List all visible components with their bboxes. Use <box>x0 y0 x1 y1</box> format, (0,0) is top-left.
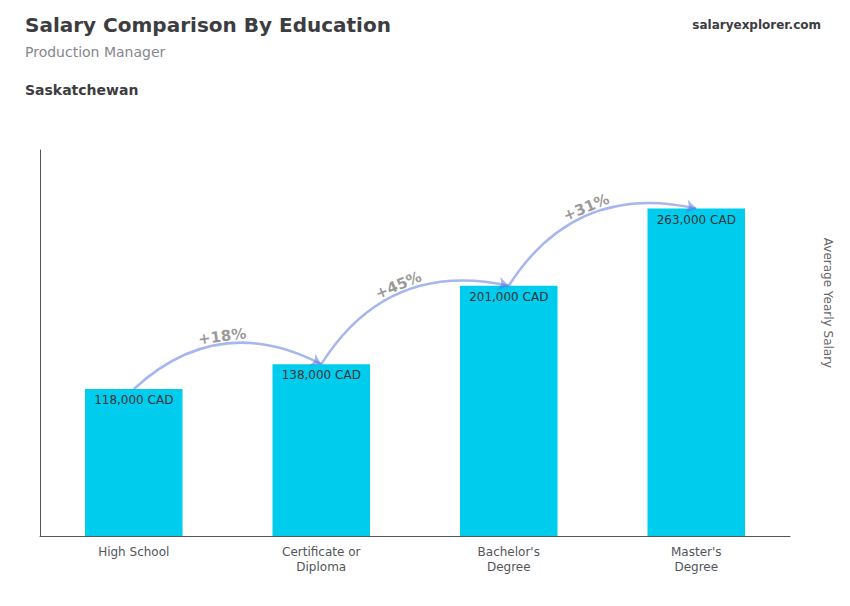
svg-text:+45%: +45% <box>373 268 425 303</box>
svg-text:Salary Comparison By Education: Salary Comparison By Education <box>25 13 391 37</box>
svg-text:Certificate or: Certificate or <box>282 545 360 559</box>
svg-text:High School: High School <box>98 545 169 559</box>
svg-text:118,000 CAD: 118,000 CAD <box>94 393 173 407</box>
svg-text:Degree: Degree <box>487 560 531 574</box>
svg-text:138,000 CAD: 138,000 CAD <box>282 368 361 382</box>
svg-text:Degree: Degree <box>674 560 718 574</box>
svg-text:+18%: +18% <box>197 324 247 348</box>
svg-text:263,000 CAD: 263,000 CAD <box>657 213 736 227</box>
svg-text:+31%: +31% <box>560 190 612 225</box>
svg-text:Average Yearly Salary: Average Yearly Salary <box>821 238 835 368</box>
svg-text:Production Manager: Production Manager <box>25 44 166 60</box>
svg-text:salaryexplorer.com: salaryexplorer.com <box>692 18 821 32</box>
svg-text:Diploma: Diploma <box>296 560 346 574</box>
svg-text:Master's: Master's <box>671 545 722 559</box>
svg-text:Saskatchewan: Saskatchewan <box>25 82 138 98</box>
svg-text:201,000 CAD: 201,000 CAD <box>469 290 548 304</box>
svg-text:Bachelor's: Bachelor's <box>478 545 540 559</box>
